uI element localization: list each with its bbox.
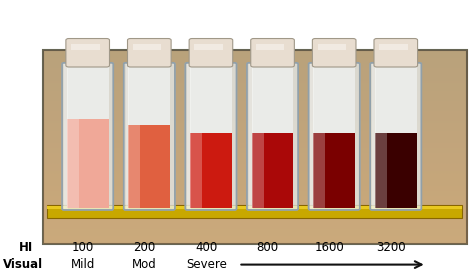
Bar bbox=[256, 44, 284, 50]
Text: 3200: 3200 bbox=[376, 241, 406, 254]
Bar bbox=[375, 134, 417, 208]
Text: 200: 200 bbox=[134, 241, 155, 254]
FancyBboxPatch shape bbox=[185, 63, 237, 210]
Text: HI: HI bbox=[19, 241, 33, 254]
FancyBboxPatch shape bbox=[312, 39, 356, 67]
Bar bbox=[313, 65, 355, 134]
Text: Mild: Mild bbox=[71, 258, 95, 271]
Bar bbox=[128, 125, 170, 208]
Bar bbox=[71, 44, 100, 50]
Bar bbox=[126, 64, 129, 209]
Bar bbox=[252, 65, 293, 134]
Text: 100: 100 bbox=[72, 241, 94, 254]
Bar bbox=[318, 44, 346, 50]
Bar bbox=[187, 64, 191, 209]
FancyBboxPatch shape bbox=[309, 63, 360, 210]
Bar bbox=[194, 44, 223, 50]
Bar bbox=[190, 134, 202, 208]
Bar bbox=[252, 134, 264, 208]
Bar bbox=[190, 134, 232, 208]
Bar bbox=[313, 134, 325, 208]
FancyBboxPatch shape bbox=[189, 39, 233, 67]
FancyBboxPatch shape bbox=[251, 39, 294, 67]
FancyBboxPatch shape bbox=[62, 63, 113, 210]
Bar bbox=[67, 119, 79, 208]
Bar bbox=[252, 134, 293, 208]
Bar bbox=[310, 64, 314, 209]
Bar bbox=[375, 65, 417, 134]
Bar bbox=[47, 206, 462, 209]
Bar bbox=[313, 134, 355, 208]
FancyBboxPatch shape bbox=[370, 63, 421, 210]
Text: 1600: 1600 bbox=[315, 241, 344, 254]
Text: 800: 800 bbox=[257, 241, 279, 254]
Bar bbox=[379, 44, 408, 50]
FancyBboxPatch shape bbox=[374, 39, 418, 67]
Bar bbox=[47, 205, 462, 218]
FancyBboxPatch shape bbox=[128, 39, 171, 67]
FancyBboxPatch shape bbox=[247, 63, 298, 210]
Bar bbox=[67, 119, 109, 208]
Bar bbox=[190, 65, 232, 134]
Bar bbox=[133, 44, 161, 50]
Text: Mod: Mod bbox=[132, 258, 157, 271]
Bar bbox=[249, 64, 253, 209]
Bar bbox=[43, 50, 467, 244]
Bar bbox=[67, 65, 109, 119]
Bar bbox=[375, 134, 387, 208]
FancyBboxPatch shape bbox=[124, 63, 175, 210]
Text: Visual: Visual bbox=[3, 258, 43, 271]
Bar bbox=[372, 64, 376, 209]
Bar bbox=[128, 65, 170, 125]
Bar bbox=[64, 64, 68, 209]
Text: Severe: Severe bbox=[186, 258, 227, 271]
Text: 400: 400 bbox=[195, 241, 217, 254]
FancyBboxPatch shape bbox=[66, 39, 109, 67]
Bar bbox=[128, 125, 140, 208]
